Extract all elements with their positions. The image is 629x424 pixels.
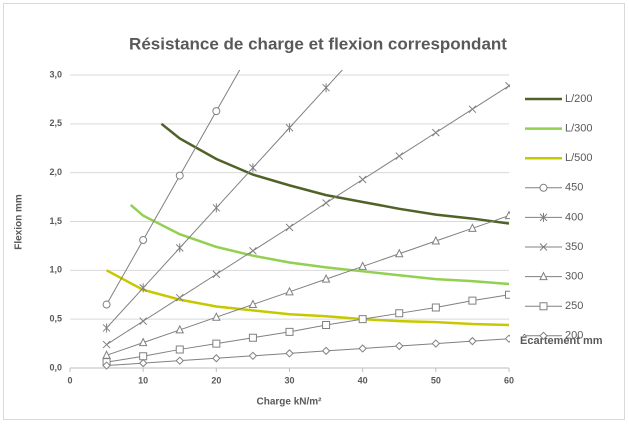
marker [468,223,477,232]
marker [212,270,221,279]
marker [395,341,404,351]
marker [139,317,148,325]
marker [175,293,184,302]
y-tick-label: 3,0 [49,69,62,79]
legend-label: 400 [565,211,583,223]
marker [175,324,185,334]
marker [102,300,111,309]
y-tick-label: 0,5 [49,314,62,324]
marker [175,171,184,180]
marker [358,175,367,184]
marker [285,349,294,358]
marker [249,246,257,255]
x-tick-label: 30 [284,375,294,385]
marker [249,163,257,173]
marker [394,248,404,258]
marker [138,358,148,368]
marker [248,351,258,360]
marker [504,334,510,343]
y-tick-label: 1,5 [49,216,62,226]
marker [102,361,111,370]
marker [175,345,184,354]
marker [322,199,330,207]
series-line [106,338,510,367]
marker [102,323,111,333]
marker [395,309,404,318]
marker [212,354,221,363]
marker [102,340,111,349]
marker [431,339,441,348]
y-tick-label: 2,5 [49,118,62,128]
legend-marker [539,271,548,281]
x-tick-label: 10 [138,375,148,385]
marker [212,203,221,213]
series-line [105,269,510,327]
series-line [106,85,510,345]
series-line [106,215,510,356]
marker [285,286,294,296]
marker [358,344,367,353]
legend-marker [539,243,548,251]
marker [395,152,404,160]
y-axis-title: Flexion mm [14,194,25,250]
y-tick-label: 1,0 [49,265,62,275]
marker [358,315,367,324]
marker [285,223,294,232]
marker [285,327,294,336]
marker [321,274,331,283]
marker [212,312,221,321]
marker [505,290,510,299]
marker [358,261,367,270]
marker [468,336,477,346]
series-line [106,294,510,363]
series-line [129,203,510,286]
marker [431,303,440,312]
marker [468,296,477,305]
marker [138,337,148,347]
x-tick-label: 20 [211,375,221,385]
legend-label: 350 [565,241,583,253]
legend-marker [539,302,548,311]
y-tick-label: 2,0 [49,167,62,177]
y-tick-label: 0,0 [49,362,62,372]
x-tick-label: 40 [358,375,368,385]
legend-label: L/300 [565,123,593,135]
marker [468,105,477,114]
legend-marker [539,183,548,192]
x-axis-title: Charge kN/m² [256,397,322,408]
x-tick-label: 0 [67,375,72,385]
marker [139,236,148,245]
marker [139,283,148,293]
legend-label: 200 [565,330,583,342]
legend-marker [539,331,548,341]
series-line [160,122,510,225]
chart-title: Résistance de charge et flexion correspo… [129,34,507,53]
marker [431,235,441,245]
marker [212,339,221,348]
legend-label: L/200 [565,93,593,105]
marker [139,352,148,361]
x-tick-label: 60 [504,375,514,385]
marker [285,123,294,133]
marker [505,81,510,90]
marker [321,346,331,356]
marker [504,210,510,220]
marker [248,333,257,342]
legend-label: 450 [565,182,583,194]
marker [431,128,440,137]
marker [175,356,184,365]
series-line [106,70,343,329]
marker [175,243,184,253]
marker [212,107,221,116]
legend-marker [539,212,548,222]
plot-area [102,70,510,370]
marker [322,321,331,330]
x-tick-label: 50 [431,375,441,385]
marker [248,299,258,309]
marker [322,83,330,93]
legend-label: 300 [565,271,583,283]
legend-label: L/500 [565,152,593,164]
legend-label: 250 [565,300,583,312]
